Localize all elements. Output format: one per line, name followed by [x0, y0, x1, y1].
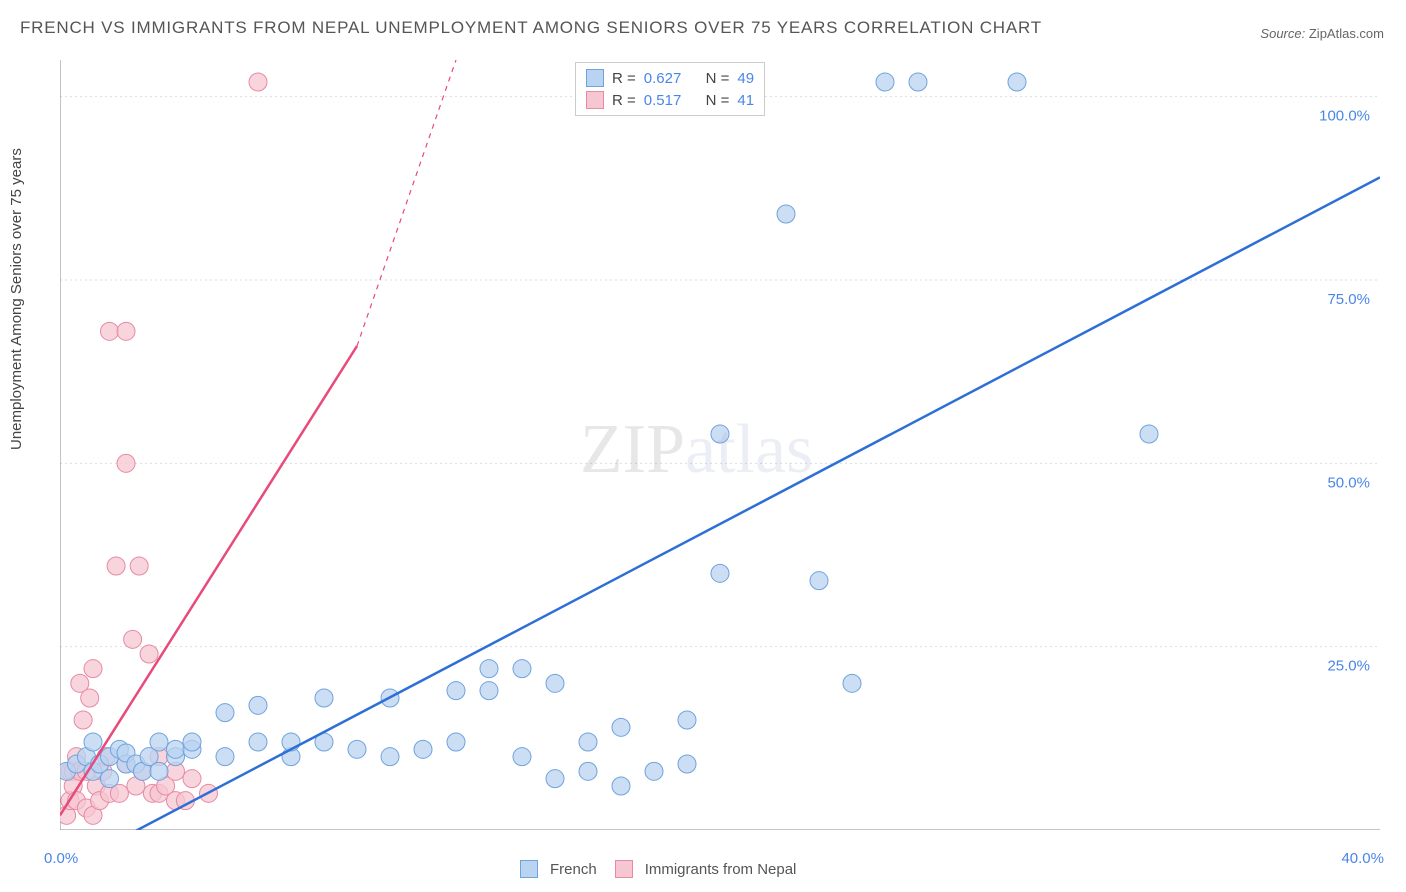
data-point: [612, 718, 630, 736]
data-point: [513, 660, 531, 678]
y-tick-label: 25.0%: [1327, 658, 1370, 675]
data-point: [546, 674, 564, 692]
data-point: [579, 733, 597, 751]
correlation-legend: R = 0.627 N = 49 R = 0.517 N = 41: [575, 62, 765, 116]
legend-item-nepal: Immigrants from Nepal: [615, 860, 797, 878]
data-point: [909, 73, 927, 91]
data-point: [810, 572, 828, 590]
data-point: [140, 645, 158, 663]
data-point: [777, 205, 795, 223]
r-label: R =: [612, 92, 636, 109]
data-point: [84, 660, 102, 678]
n-value-nepal: 41: [737, 92, 754, 109]
data-point: [843, 674, 861, 692]
legend-label-french: French: [550, 861, 597, 878]
y-axis-label: Unemployment Among Seniors over 75 years: [8, 148, 25, 450]
data-point: [678, 711, 696, 729]
n-value-french: 49: [737, 70, 754, 87]
data-point: [249, 733, 267, 751]
legend-item-french: French: [520, 860, 597, 878]
data-point: [513, 748, 531, 766]
y-tick-label: 50.0%: [1327, 474, 1370, 491]
series-legend: French Immigrants from Nepal: [520, 860, 796, 878]
x-tick-label-min: 0.0%: [44, 850, 78, 867]
legend-row-nepal: R = 0.517 N = 41: [586, 89, 754, 111]
source-label: Source:: [1260, 26, 1305, 41]
n-label: N =: [706, 70, 730, 87]
data-point: [216, 748, 234, 766]
trend-line: [110, 177, 1381, 830]
data-point: [612, 777, 630, 795]
r-value-nepal: 0.517: [644, 92, 682, 109]
data-point: [315, 689, 333, 707]
data-point: [381, 748, 399, 766]
data-point: [546, 770, 564, 788]
data-point: [711, 425, 729, 443]
data-point: [183, 770, 201, 788]
data-point: [107, 557, 125, 575]
data-point: [101, 322, 119, 340]
data-point: [216, 704, 234, 722]
data-point: [150, 733, 168, 751]
legend-swatch-icon: [615, 860, 633, 878]
data-point: [579, 762, 597, 780]
legend-swatch-nepal: [586, 91, 604, 109]
data-point: [167, 740, 185, 758]
data-point: [645, 762, 663, 780]
source-attribution: Source: ZipAtlas.com: [1260, 26, 1384, 41]
data-point: [414, 740, 432, 758]
data-point: [678, 755, 696, 773]
chart-title: FRENCH VS IMMIGRANTS FROM NEPAL UNEMPLOY…: [20, 18, 1042, 38]
y-tick-label: 75.0%: [1327, 291, 1370, 308]
data-point: [480, 660, 498, 678]
data-point: [130, 557, 148, 575]
data-point: [1140, 425, 1158, 443]
data-point: [84, 733, 102, 751]
n-label: N =: [706, 92, 730, 109]
data-point: [876, 73, 894, 91]
y-tick-label: 100.0%: [1319, 108, 1370, 125]
data-point: [249, 696, 267, 714]
data-point: [117, 454, 135, 472]
data-point: [447, 733, 465, 751]
r-label: R =: [612, 70, 636, 87]
scatter-plot: 25.0% 50.0% 75.0% 100.0%: [60, 60, 1380, 830]
data-point: [150, 762, 168, 780]
data-point: [74, 711, 92, 729]
legend-swatch-icon: [520, 860, 538, 878]
data-point: [480, 682, 498, 700]
data-point: [81, 689, 99, 707]
data-point: [101, 770, 119, 788]
r-value-french: 0.627: [644, 70, 682, 87]
trend-line: [60, 346, 357, 815]
trend-line-extrapolated: [357, 60, 456, 346]
data-point: [183, 733, 201, 751]
legend-swatch-french: [586, 69, 604, 87]
data-point: [117, 322, 135, 340]
data-point: [711, 564, 729, 582]
data-point: [124, 630, 142, 648]
legend-label-nepal: Immigrants from Nepal: [645, 861, 797, 878]
legend-row-french: R = 0.627 N = 49: [586, 67, 754, 89]
data-point: [1008, 73, 1026, 91]
source-value: ZipAtlas.com: [1309, 26, 1384, 41]
x-tick-label-max: 40.0%: [1341, 850, 1384, 867]
data-point: [447, 682, 465, 700]
data-point: [348, 740, 366, 758]
data-point: [249, 73, 267, 91]
